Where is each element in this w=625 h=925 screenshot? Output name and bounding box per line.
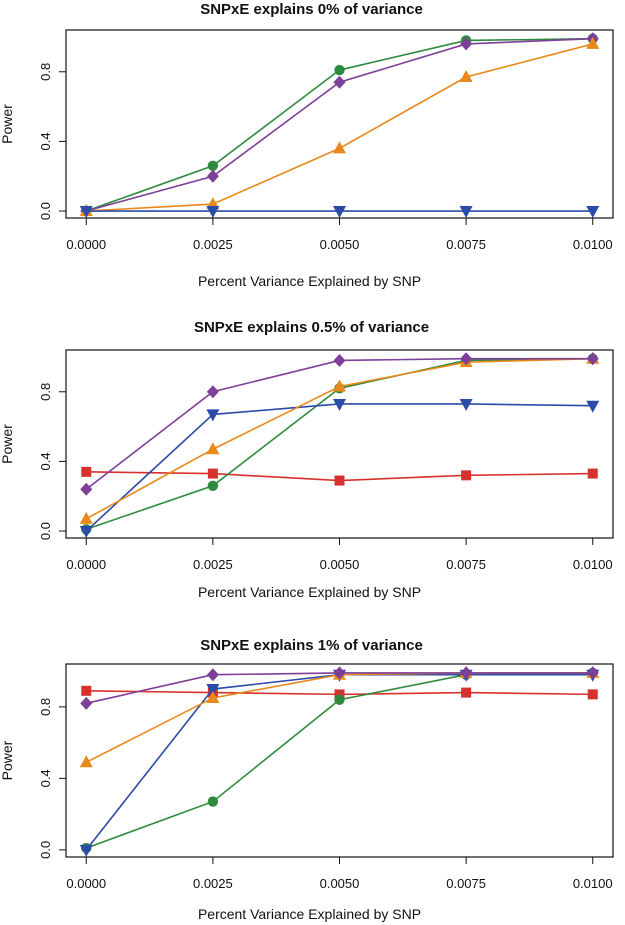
series-diamond [80,32,599,218]
data-point [334,64,345,76]
x-tick-label: 0.0050 [320,237,360,252]
data-point [334,694,345,705]
data-point [207,480,219,491]
y-tick-label: 0.8 [38,698,53,716]
data-point [206,409,220,422]
x-tick-label: 0.0025 [193,557,233,572]
chart-title: SNPxE explains 0% of variance [200,1,423,18]
plot-frame [65,349,614,539]
panel-3: SNPxE explains 1% of variance 0.0000 0.002… [0,637,614,922]
data-point [206,169,219,183]
data-point [206,684,220,697]
panel-1: SNPxE explains 0% of variance 0.0000 0.002… [0,1,614,289]
x-tick-label: 0.0075 [446,557,486,572]
series-circle [81,33,598,217]
data-point [333,398,346,411]
x-tick-label: 0.0100 [573,876,613,891]
data-point [333,353,346,367]
data-point [79,206,93,219]
x-tick-label: 0.0075 [446,237,486,252]
data-point [207,796,219,807]
x-tick-label: 0.0100 [573,557,613,572]
data-point [461,470,472,481]
data-point [461,687,472,698]
data-point [460,352,473,366]
panel-2: SNPxE explains 0.5% of variance 0.0000 0.0… [0,319,614,600]
y-axis-label: Power [0,740,15,780]
x-axis-label: Percent Variance Explained by SNP [198,906,421,922]
data-point [79,844,93,857]
series-triangle-down [79,398,600,539]
series-triangle-up [79,351,600,524]
data-point [587,468,598,479]
data-point [206,385,219,399]
x-tick-label: 0.0100 [573,237,613,252]
data-point [81,466,92,477]
data-point [81,685,92,696]
data-point [586,400,600,413]
data-point [79,511,93,524]
data-point [586,352,599,366]
data-point [80,696,93,710]
y-tick-label: 0.0 [38,841,53,859]
x-tick-label: 0.0000 [66,557,106,572]
y-tick-label: 0.4 [38,132,53,150]
data-point [333,379,346,392]
data-point [459,206,473,219]
x-axis-label: Percent Variance Explained by SNP [198,273,421,289]
x-tick-label: 0.0050 [320,557,360,572]
data-point [586,36,600,49]
x-axis-label: Percent Variance Explained by SNP [198,584,421,600]
series-square [81,466,598,486]
data-point [333,141,346,154]
series-diamond [80,352,599,496]
series-line [85,357,593,490]
x-tick-label: 0.0000 [66,237,106,252]
data-point [333,666,346,680]
data-point [207,468,218,479]
data-point [586,666,599,680]
data-point [586,206,600,219]
data-point [459,70,473,82]
y-axis-label: Power [0,424,15,464]
x-tick-label: 0.0025 [193,876,233,891]
data-point [460,666,473,680]
y-tick-label: 0.4 [38,452,53,470]
y-tick-label: 0.0 [38,522,53,540]
chart-title: SNPxE explains 0.5% of variance [194,319,429,336]
data-point [460,37,473,51]
data-point [206,442,220,455]
y-tick-label: 0.4 [38,769,53,787]
x-tick-label: 0.0050 [320,876,360,891]
data-point [334,475,345,486]
y-tick-label: 0.8 [38,63,53,81]
y-tick-label: 0.8 [38,383,53,401]
data-point [207,160,219,171]
data-point [206,690,220,703]
data-point [80,482,93,496]
data-point [206,206,220,219]
data-point [587,689,598,700]
x-tick-label: 0.0075 [446,876,486,891]
series-diamond [80,666,599,710]
series-triangle-up [79,36,600,217]
series-line [85,403,593,532]
data-point [334,689,345,700]
series-circle [81,667,598,854]
data-point [333,206,346,219]
x-tick-label: 0.0000 [66,876,106,891]
data-point [206,668,219,682]
y-axis-label: Power [0,104,15,144]
data-point [79,526,93,539]
chart-title: SNPxE explains 1% of variance [200,637,423,654]
series-triangle-down [79,206,600,219]
y-tick-label: 0.0 [38,202,53,220]
data-point [79,755,93,768]
data-point [459,398,473,411]
data-point [333,75,346,89]
x-tick-label: 0.0025 [193,237,233,252]
